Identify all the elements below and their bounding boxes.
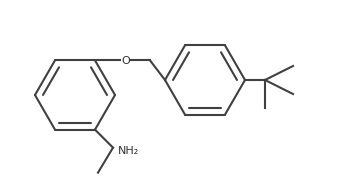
Text: O: O <box>121 56 130 66</box>
Text: NH₂: NH₂ <box>118 146 139 156</box>
